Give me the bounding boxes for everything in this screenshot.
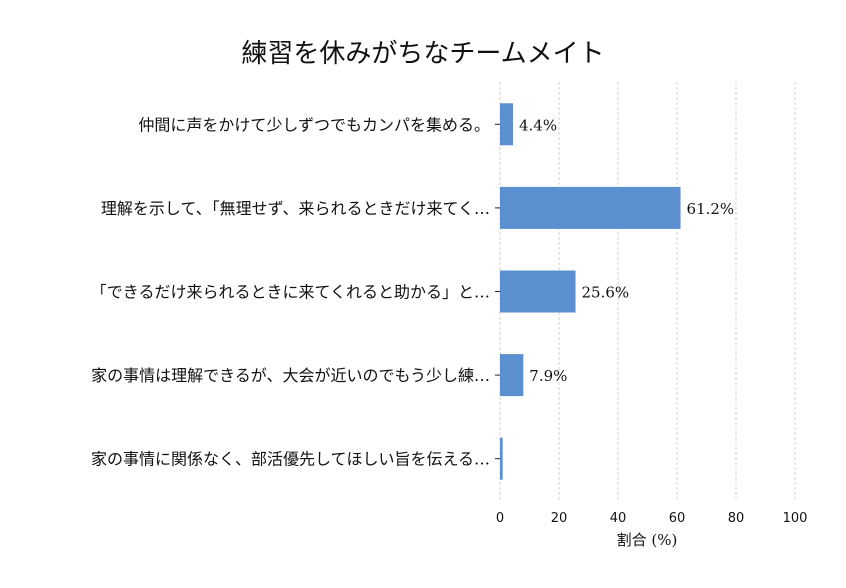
x-tick-label: 20 (551, 511, 568, 526)
chart-title: 練習を休みがちなチームメイト (241, 39, 604, 69)
category-label: 家の事情は理解できるが、大会が近いのでもう少し練… (91, 366, 490, 385)
bar (500, 354, 524, 397)
category-label: 家の事情に関係なく、部活優先してほしい旨を伝える… (91, 450, 490, 469)
x-tick-label: 0 (496, 511, 504, 526)
bar (500, 103, 513, 146)
category-label: 「できるだけ来られるときに来てくれると助かる」と… (91, 283, 490, 302)
category-label: 理解を示して、「無理せず、来られるときだけ来てく… (101, 199, 490, 218)
x-tick-label: 60 (669, 511, 686, 526)
data-label: 4.4% (519, 116, 557, 134)
bars: 4.4% 61.2% 25.6% 7.9% (500, 103, 735, 480)
data-label: 61.2% (687, 200, 735, 218)
category-labels: 仲間に声をかけて少しずつでもカンパを集める。理解を示して、「無理せず、来られると… (91, 115, 500, 469)
x-axis-label: 割合 (%) (617, 531, 678, 549)
bar (500, 437, 503, 480)
category-label: 仲間に声をかけて少しずつでもカンパを集める。 (138, 115, 490, 134)
bar (500, 186, 681, 229)
x-axis: 0 20 40 60 80 100 (496, 511, 808, 526)
bar (500, 270, 576, 313)
data-label: 25.6% (582, 284, 630, 302)
x-tick-label: 40 (610, 511, 627, 526)
x-tick-label: 100 (783, 511, 808, 526)
data-label: 7.9% (529, 367, 567, 385)
x-tick-label: 80 (728, 511, 745, 526)
